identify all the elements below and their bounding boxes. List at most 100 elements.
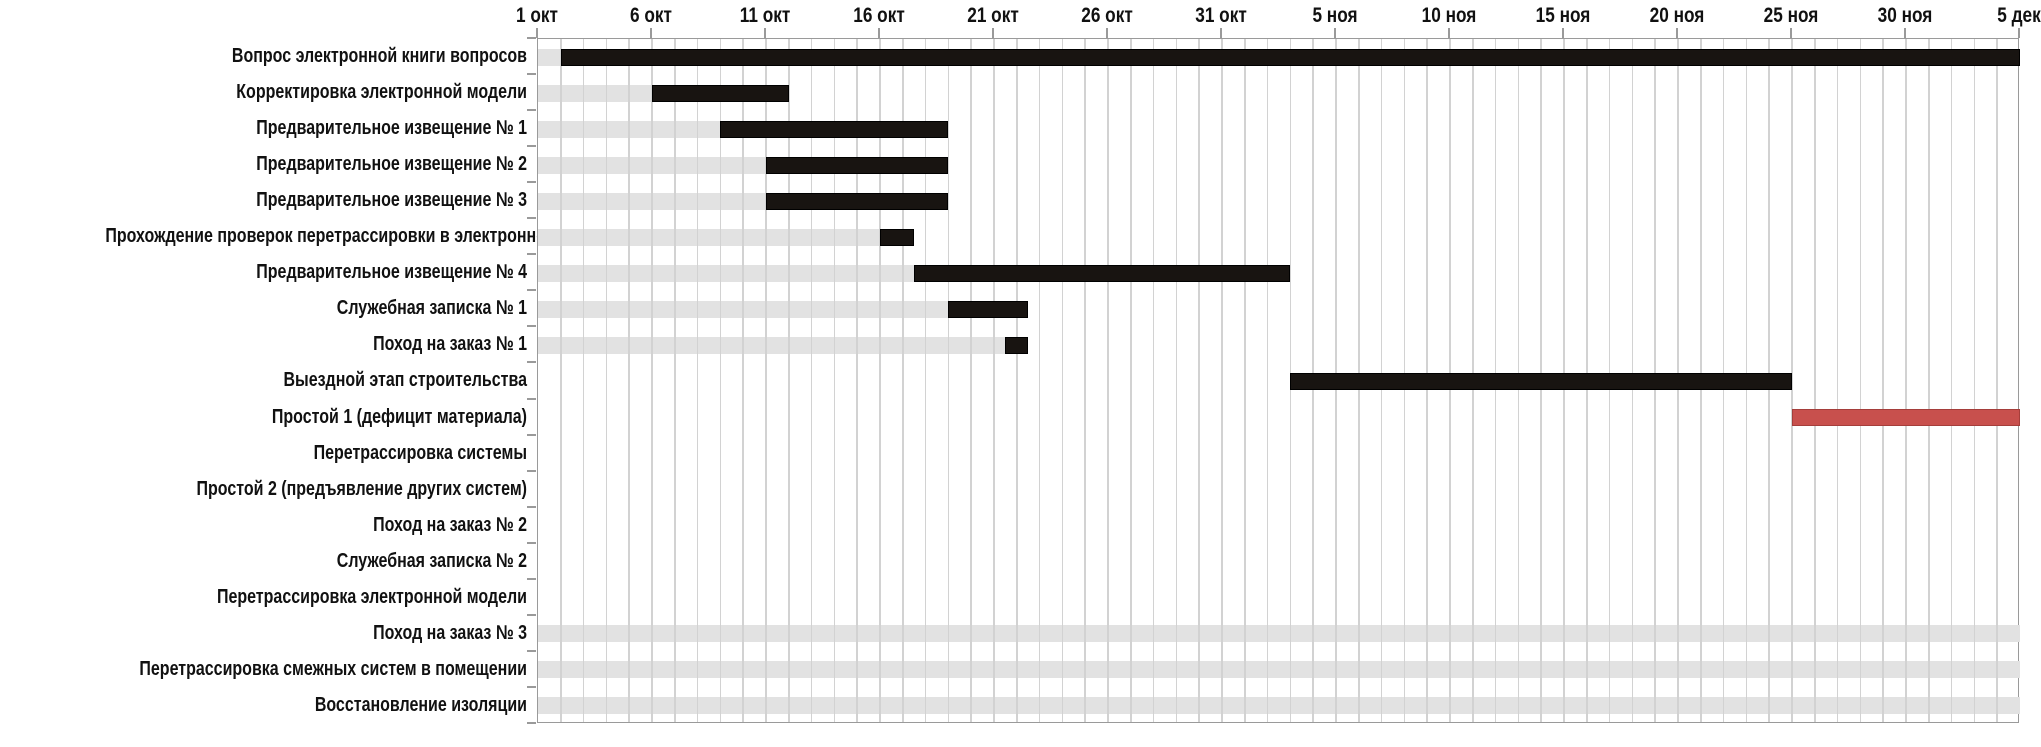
- gridline-day: [1107, 39, 1109, 722]
- gridline-day: [1175, 39, 1178, 722]
- row-boundary-tick: [527, 217, 536, 220]
- row-boundary-tick: [527, 649, 536, 652]
- row-boundary-tick: [527, 289, 536, 292]
- gridline-day: [1244, 39, 1246, 722]
- gridline-day: [1973, 39, 1976, 722]
- axis-major-tick: [650, 28, 652, 38]
- gridline-day: [1950, 39, 1953, 722]
- task-label: Простой 2 (предъявление других систем): [196, 477, 527, 500]
- gridline-day: [1814, 39, 1816, 722]
- axis-tick-label: 10 ноя: [1421, 4, 1477, 27]
- axis-major-tick: [878, 28, 880, 38]
- axis-tick-label: 5 дек: [1997, 4, 2041, 27]
- gridline-day: [1084, 39, 1086, 722]
- gridline-day: [1221, 39, 1223, 722]
- row-boundary-tick: [527, 433, 536, 436]
- gridline-day: [1152, 39, 1155, 722]
- gridline-day: [924, 39, 927, 722]
- row-boundary-tick: [527, 145, 536, 148]
- axis-tick-label: 16 окт: [853, 4, 905, 27]
- gridline-day: [1266, 39, 1269, 722]
- task-bar-baseline: [538, 697, 2020, 715]
- plot-area: [537, 38, 2020, 723]
- axis-major-tick: [1334, 28, 1336, 38]
- gridline-day: [1882, 39, 1884, 722]
- gridline-day: [947, 39, 950, 722]
- gridline-day: [1836, 39, 1839, 722]
- row-boundary-tick: [527, 722, 536, 724]
- row-boundary-tick: [527, 253, 536, 256]
- axis-major-tick: [992, 28, 994, 38]
- task-label: Поход на заказ № 2: [373, 513, 527, 536]
- axis-major-tick: [1448, 28, 1450, 38]
- task-bar-actual: [766, 156, 949, 174]
- task-label: Служебная записка № 2: [336, 549, 527, 572]
- gridline-day: [1198, 39, 1200, 722]
- gridline-day: [810, 39, 813, 722]
- task-label: Вопрос электронной книги вопросов: [231, 45, 527, 67]
- axis-major-tick: [1562, 28, 1564, 38]
- axis-tick-label: 26 окт: [1081, 4, 1133, 27]
- task-label: Выездной этап строительства: [283, 369, 527, 392]
- axis-tick-label: 25 ноя: [1763, 4, 1819, 27]
- gridline-day: [696, 39, 699, 722]
- task-bar-actual: [948, 300, 1029, 318]
- axis-tick-label: 20 ноя: [1649, 4, 1705, 27]
- gridline-day: [1061, 39, 1064, 722]
- task-bar-actual: [652, 84, 789, 102]
- axis-tick-label: 5 ноя: [1312, 4, 1358, 27]
- task-bar-baseline: [538, 48, 561, 66]
- gridline-day: [879, 39, 881, 722]
- axis-major-tick: [1106, 28, 1108, 38]
- row-boundary-tick: [527, 109, 536, 112]
- gridline-day: [1996, 39, 1998, 722]
- row-boundary-tick: [527, 577, 536, 580]
- row-boundary-tick: [527, 613, 536, 616]
- row-boundary-tick: [527, 541, 536, 544]
- gridline-day: [560, 39, 562, 722]
- axis-major-tick: [536, 28, 538, 38]
- task-label: Восстановление изоляции: [314, 693, 527, 716]
- task-bar-actual: [1290, 373, 1792, 390]
- gridline-day: [902, 39, 904, 722]
- gridline-day: [1859, 39, 1862, 722]
- row-boundary-tick: [527, 505, 536, 508]
- task-bar-actual: [720, 120, 949, 138]
- task-label: Поход на заказ № 3: [373, 621, 527, 644]
- gridline-day: [1038, 39, 1041, 722]
- task-bar-delay: [1792, 409, 2020, 427]
- axis-major-tick: [1904, 28, 1906, 38]
- axis-tick-label: 21 окт: [967, 4, 1019, 27]
- gridline-day: [605, 39, 608, 722]
- gridline-day: [628, 39, 630, 722]
- axis-tick-label: 31 окт: [1195, 4, 1247, 27]
- task-bar-baseline: [538, 625, 2020, 643]
- axis-major-tick: [2018, 28, 2020, 38]
- gridline-day: [765, 39, 767, 722]
- task-bar-actual: [560, 48, 2020, 66]
- task-bar-actual: [880, 228, 915, 246]
- gridline-day: [993, 39, 995, 722]
- row-boundary-tick: [527, 325, 536, 328]
- task-bar-actual: [914, 264, 1291, 282]
- task-label: Корректировка электронной модели: [236, 81, 528, 104]
- gridline-day: [1791, 39, 1793, 722]
- row-boundary-tick: [527, 181, 536, 184]
- gridline-day: [970, 39, 972, 722]
- task-label: Предварительное извещение № 3: [256, 189, 527, 212]
- axis-major-tick: [1790, 28, 1792, 38]
- task-label: Прохождение проверок перетрассировки в э…: [105, 225, 621, 248]
- gridline-day: [1016, 39, 1018, 722]
- row-boundary-tick: [527, 469, 536, 472]
- task-bar-baseline: [538, 264, 915, 282]
- gridline-day: [833, 39, 836, 722]
- task-bar-actual: [766, 192, 949, 210]
- axis-major-tick: [1220, 28, 1222, 38]
- gridline-day: [1905, 39, 1907, 722]
- task-label: Простой 1 (дефицит материала): [271, 405, 527, 428]
- axis-tick-label: 1 окт: [516, 4, 558, 27]
- axis-major-tick: [764, 28, 766, 38]
- gridline-day: [788, 39, 790, 722]
- axis-tick-label: 30 ноя: [1877, 4, 1933, 27]
